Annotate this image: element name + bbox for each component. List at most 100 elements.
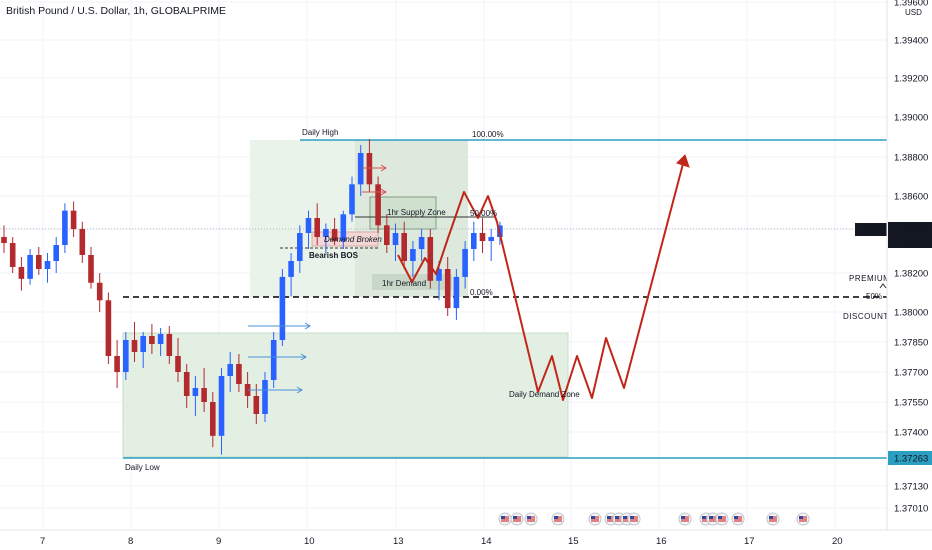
candle-body xyxy=(462,249,468,277)
candle-body xyxy=(410,249,416,261)
event-flag-icon xyxy=(706,512,720,526)
candle-body xyxy=(36,255,42,269)
candle-body xyxy=(114,356,120,372)
event-flag-canton xyxy=(591,516,595,519)
price-tick-label: 1.37130 xyxy=(894,482,928,493)
discount-label: DISCOUNT xyxy=(843,312,889,321)
event-flag-icon xyxy=(731,512,745,526)
time-tick-label: 14 xyxy=(481,536,492,547)
candle-body xyxy=(140,336,146,352)
candle-body xyxy=(418,237,425,249)
price-tick-label: 1.39600 xyxy=(894,0,928,9)
candle-body xyxy=(236,364,242,384)
symbol-badge-text: GBPUSD xyxy=(858,226,892,235)
annotations: Daily High Daily Low 100.00% 50.00% 0.00% 1hr… xyxy=(125,128,892,472)
candle-body xyxy=(375,184,381,226)
countdown-text: 16:40 xyxy=(898,237,922,248)
candle-body xyxy=(401,233,407,261)
time-tick-label: 13 xyxy=(393,536,404,547)
zones xyxy=(122,140,569,458)
symbol-badge xyxy=(855,223,887,236)
price-badge-text: 1.37263 xyxy=(894,454,928,465)
event-flag-icon xyxy=(678,512,692,526)
event-flag-icon xyxy=(627,512,641,526)
candle-body xyxy=(175,356,181,372)
candle-body xyxy=(149,336,155,344)
candle-body xyxy=(384,225,390,245)
candle-body xyxy=(253,396,260,414)
candle-body xyxy=(340,214,347,241)
candle-body xyxy=(436,269,442,281)
candle-body xyxy=(314,218,320,237)
candle-body xyxy=(471,233,477,249)
event-flag-icon xyxy=(524,512,538,526)
economic-events[interactable] xyxy=(498,512,810,526)
event-flag-canton xyxy=(513,516,517,519)
event-flag-canton xyxy=(527,516,531,519)
candle-body xyxy=(201,388,207,402)
daily-demand-zone xyxy=(122,332,569,458)
bearish-bos-label: Bearish BOS xyxy=(309,251,359,260)
candle-body xyxy=(27,255,33,279)
current-price-badge xyxy=(888,222,932,248)
demand-arrow-head xyxy=(304,322,311,330)
event-flag-icon xyxy=(588,512,602,526)
price-tick-label: 1.37700 xyxy=(894,368,928,379)
candle-body xyxy=(323,229,329,237)
candle-body xyxy=(262,380,268,414)
premium-label: PREMIUM xyxy=(849,274,890,283)
demand-broken-label: Demand Broken xyxy=(324,235,382,244)
time-axis[interactable]: 7 8 9 10 13 14 15 16 17 20 xyxy=(0,529,932,547)
candle-body xyxy=(210,402,216,436)
candle-body xyxy=(166,334,173,356)
currency-label: USD xyxy=(905,8,922,17)
candle-body xyxy=(279,276,286,340)
time-tick-label: 16 xyxy=(656,536,667,547)
event-flag-icon xyxy=(766,512,780,526)
fib-50-label: 50.00% xyxy=(470,209,497,218)
candle-body xyxy=(18,267,25,279)
price-tick-label: 1.39000 xyxy=(894,113,928,124)
premium-caret-icon xyxy=(879,283,887,289)
event-flag-canton xyxy=(681,516,685,519)
event-flag-icon xyxy=(796,512,810,526)
price-tick-label: 1.39400 xyxy=(894,36,928,47)
price-axis[interactable]: 1.39600 1.39400 1.39200 1.39000 1.38800 1.386… xyxy=(886,0,932,530)
candle-body xyxy=(488,237,494,241)
candle-body xyxy=(218,376,225,436)
candle-body xyxy=(288,261,294,277)
event-flag-icon xyxy=(715,512,729,526)
candle-body xyxy=(79,229,86,255)
price-tick-label: 1.38800 xyxy=(894,153,928,164)
candle-body xyxy=(270,340,277,380)
event-flag-canton xyxy=(554,516,558,519)
event-flag-canton xyxy=(623,516,627,519)
event-flag-icon xyxy=(551,512,565,526)
candle-body xyxy=(62,210,68,245)
candle-body xyxy=(70,210,77,229)
event-flag-canton xyxy=(709,516,713,519)
event-flag-canton xyxy=(734,516,738,519)
price-tick-label: 1.39200 xyxy=(894,74,928,85)
price-axis-bg xyxy=(887,0,932,530)
price-tick-label: 1.38000 xyxy=(894,308,928,319)
candle-body xyxy=(357,153,364,185)
candle-body xyxy=(183,372,190,396)
event-flag-canton xyxy=(615,516,619,519)
event-flag-canton xyxy=(718,516,722,519)
time-tick-label: 9 xyxy=(216,536,221,547)
candle-body xyxy=(1,237,7,243)
candle-body xyxy=(331,229,338,241)
candle-body xyxy=(479,233,486,241)
time-tick-label: 15 xyxy=(568,536,579,547)
event-flag-canton xyxy=(630,516,634,519)
candle-body xyxy=(123,340,129,372)
price-tick-label: 1.37850 xyxy=(894,338,928,349)
time-tick-label: 10 xyxy=(304,536,315,547)
supply-arrow-head xyxy=(380,164,387,172)
candle-body xyxy=(227,364,233,376)
price-tick-label: 1.37010 xyxy=(894,504,928,515)
price-tick-label: 1.37400 xyxy=(894,428,928,439)
event-flag-canton xyxy=(607,516,611,519)
